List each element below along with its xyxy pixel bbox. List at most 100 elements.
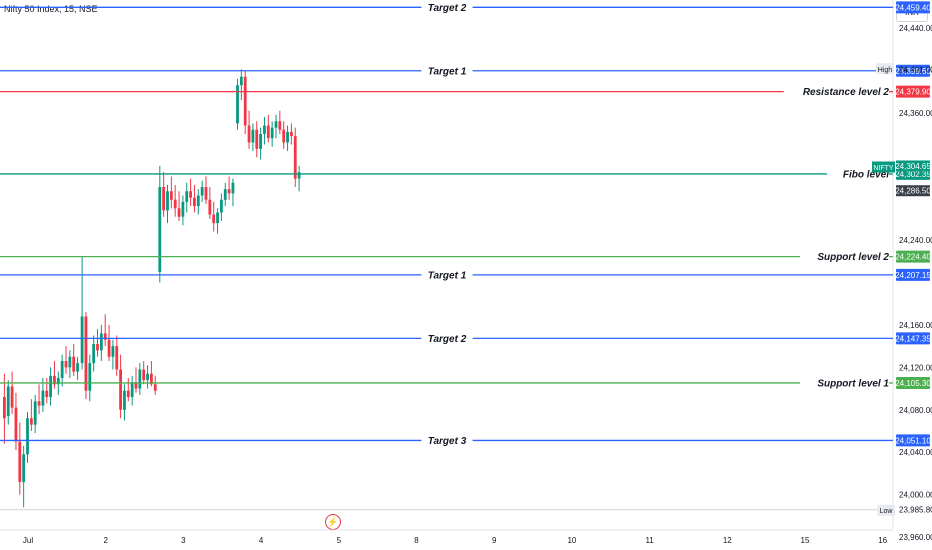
candle-body bbox=[286, 131, 289, 143]
low-label: Low bbox=[880, 508, 894, 515]
candle-body bbox=[247, 125, 251, 143]
level-label: Support level 1 bbox=[817, 378, 889, 389]
candle-body bbox=[255, 129, 259, 149]
candle-body bbox=[282, 129, 286, 143]
candle-body bbox=[169, 191, 173, 200]
level-price: 24,051.10 bbox=[895, 436, 931, 445]
candle-body bbox=[266, 125, 270, 139]
candle-body bbox=[243, 76, 247, 126]
candle-body bbox=[41, 390, 45, 406]
candle-body bbox=[297, 172, 301, 179]
candle-body bbox=[123, 390, 126, 410]
y-tick-label: 24,120.00 bbox=[899, 363, 932, 372]
candle-body bbox=[53, 375, 56, 385]
level-label-bg bbox=[421, 332, 473, 345]
level-label: Fibo level bbox=[843, 169, 889, 180]
x-tick-label: 4 bbox=[259, 536, 264, 545]
candle-body bbox=[146, 373, 149, 381]
level-price-tag bbox=[896, 434, 930, 447]
candle-body bbox=[138, 369, 142, 389]
candle-body bbox=[185, 191, 189, 202]
low-price: 23,985.80 bbox=[899, 506, 932, 515]
level-label: Resistance level 2 bbox=[803, 87, 890, 98]
level-label-bg bbox=[421, 64, 473, 77]
level-price-tag bbox=[896, 332, 930, 345]
x-tick-label: 2 bbox=[103, 536, 108, 545]
candle-body bbox=[263, 125, 266, 134]
candle-body bbox=[290, 131, 293, 137]
candle-body bbox=[18, 441, 22, 482]
candle-body bbox=[26, 418, 29, 455]
candle-body bbox=[236, 85, 239, 124]
y-tick-label: 24,440.00 bbox=[899, 24, 932, 33]
candle-body bbox=[173, 199, 177, 209]
chart-title: Nifty 50 Index, 15, NSE bbox=[4, 4, 98, 14]
candle-body bbox=[92, 344, 96, 364]
level-price: 24,302.35 bbox=[895, 170, 931, 179]
level-price: 24,207.15 bbox=[895, 271, 931, 280]
y-tick-label: 24,080.00 bbox=[899, 406, 932, 415]
y-tick-label: 24,240.00 bbox=[899, 236, 932, 245]
candle-body bbox=[216, 212, 219, 224]
high-badge bbox=[876, 63, 894, 75]
candle-body bbox=[56, 377, 60, 385]
x-tick-label: Jul bbox=[23, 536, 33, 545]
y-tick-label: 24,000.00 bbox=[899, 491, 932, 500]
level-label: Target 1 bbox=[428, 270, 467, 281]
candle-body bbox=[76, 363, 79, 372]
high-label: High bbox=[878, 67, 893, 74]
candle-body bbox=[177, 208, 181, 217]
level-price-tag bbox=[896, 1, 930, 14]
symbol-label: NIFTY bbox=[873, 165, 894, 172]
candle-body bbox=[204, 187, 208, 200]
level-label: Target 2 bbox=[428, 3, 467, 14]
level-price-tag bbox=[896, 376, 930, 389]
candle-body bbox=[293, 136, 297, 179]
candle-body bbox=[45, 390, 49, 398]
candle-body bbox=[22, 454, 26, 482]
candle-body bbox=[158, 187, 162, 272]
candle-body bbox=[49, 375, 52, 398]
candle-body bbox=[227, 189, 231, 194]
candle-body bbox=[189, 191, 192, 198]
y-tick-label: 24,040.00 bbox=[899, 448, 932, 457]
candle-body bbox=[134, 382, 138, 389]
y-tick-label: 23,960.00 bbox=[899, 533, 932, 542]
candle-body bbox=[278, 121, 282, 130]
candle-body bbox=[166, 191, 169, 211]
candle-body bbox=[274, 121, 278, 128]
x-tick-label: 3 bbox=[181, 536, 186, 545]
level-label: Target 2 bbox=[428, 334, 467, 345]
candle-body bbox=[162, 187, 166, 211]
level-price: 24,459.40 bbox=[895, 3, 931, 12]
candle-body bbox=[111, 346, 115, 357]
candle-body bbox=[259, 133, 262, 149]
level-label-bg bbox=[800, 376, 889, 389]
candle-body bbox=[103, 333, 107, 340]
candle-body bbox=[14, 407, 18, 442]
prev-price: 24,286.50 bbox=[895, 187, 931, 196]
last-price: 24,304.65 bbox=[895, 162, 931, 171]
candle-body bbox=[6, 386, 10, 417]
level-label: Target 1 bbox=[428, 66, 467, 77]
level-label-bg bbox=[783, 85, 889, 98]
candle-body bbox=[72, 356, 76, 372]
x-tick-label: 10 bbox=[567, 536, 576, 545]
y-tick-label: 24,360.00 bbox=[899, 109, 932, 118]
x-tick-label: 11 bbox=[645, 536, 654, 545]
candle-body bbox=[231, 182, 235, 194]
candle-body bbox=[29, 418, 33, 425]
candle-body bbox=[126, 390, 130, 398]
candle-body bbox=[212, 214, 216, 224]
x-tick-label: 15 bbox=[801, 536, 810, 545]
candle-body bbox=[33, 401, 37, 425]
candle-body bbox=[270, 127, 274, 139]
x-tick-label: 9 bbox=[492, 536, 497, 545]
candle-body bbox=[107, 339, 111, 357]
level-label-bg bbox=[421, 434, 473, 447]
candle-body bbox=[64, 360, 68, 368]
x-tick-label: 16 bbox=[878, 536, 887, 545]
level-price-tag bbox=[896, 64, 930, 77]
candle-body bbox=[196, 195, 200, 207]
